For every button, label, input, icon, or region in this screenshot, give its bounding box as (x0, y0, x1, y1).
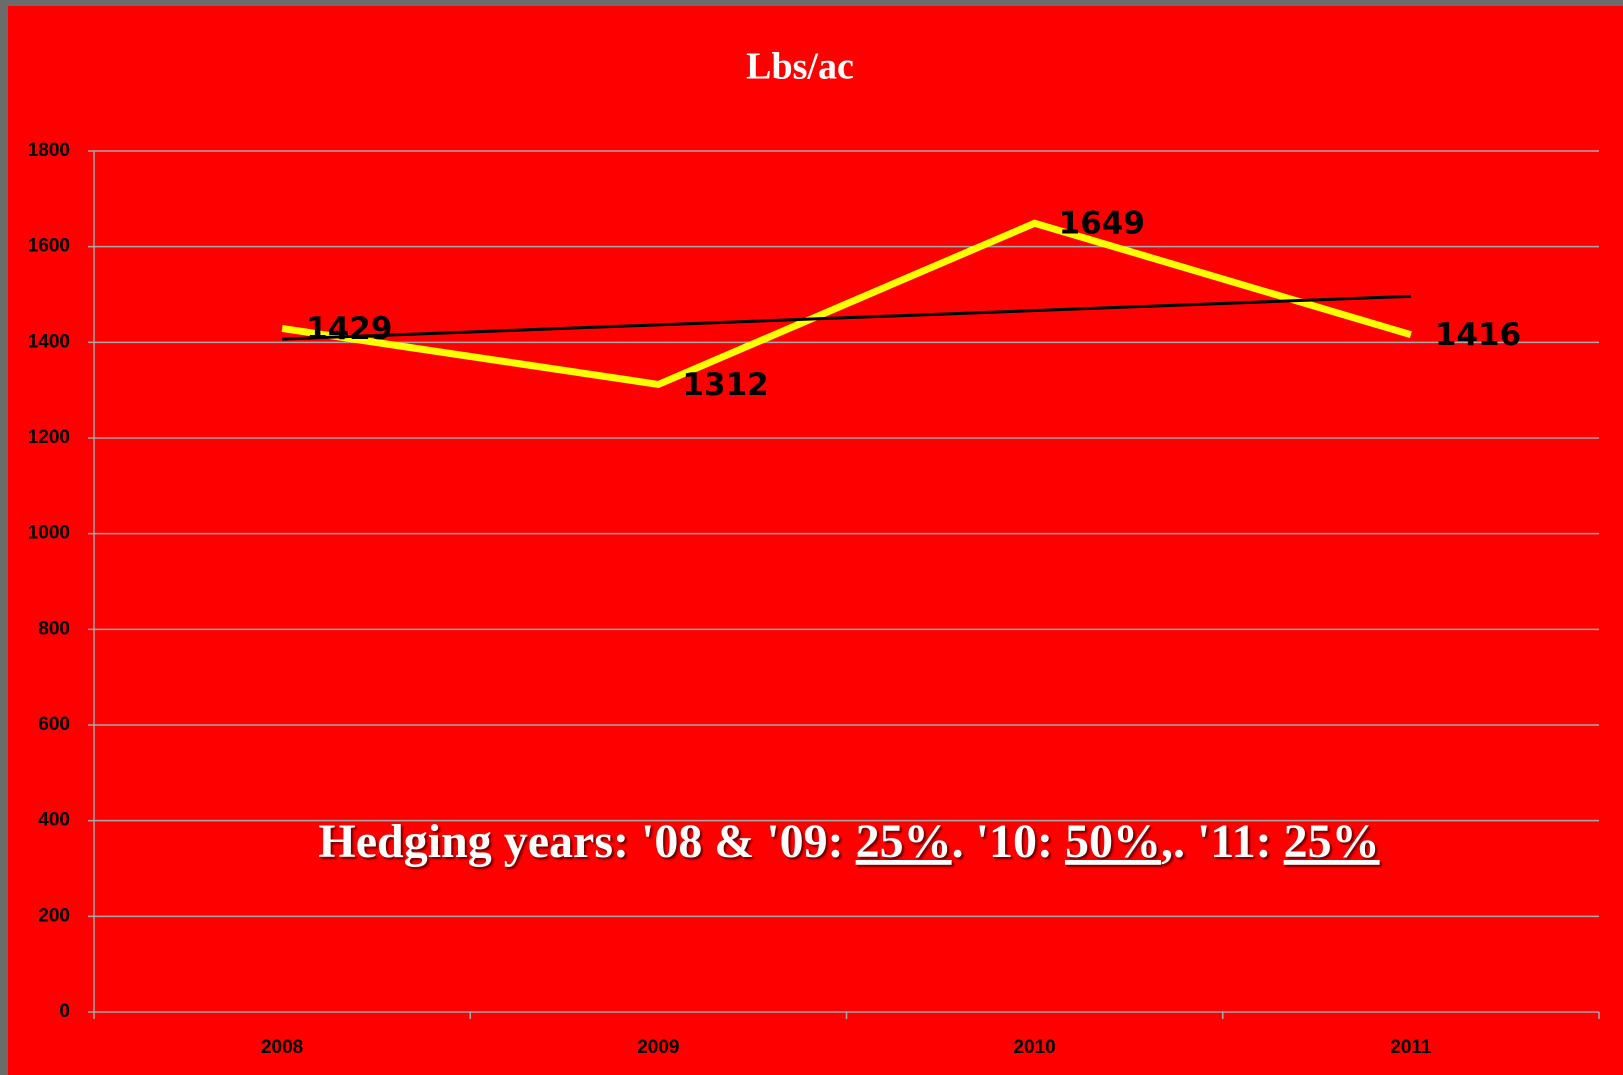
annotation-part: ,. '11: (1161, 815, 1284, 868)
y-tick-label: 400 (38, 810, 70, 831)
data-label: 1312 (682, 367, 768, 403)
y-tick-label: 1800 (28, 140, 70, 161)
chart-title: Lbs/ac (746, 46, 854, 88)
data-label: 1416 (1435, 317, 1521, 353)
data-line (281, 219, 1412, 389)
y-tick-label: 1200 (28, 427, 70, 448)
annotation-part: 25% (856, 815, 952, 868)
chart-background (8, 6, 1623, 1075)
annotation-part: 50% (1065, 815, 1161, 868)
y-tick-label: 600 (38, 714, 70, 735)
data-label: 1429 (306, 311, 392, 347)
annotation-part: . '10: (952, 815, 1065, 868)
y-tick-label: 1000 (28, 523, 70, 544)
x-tick-label: 2011 (1390, 1037, 1432, 1058)
y-tick-label: 200 (38, 905, 70, 926)
x-tick-label: 2009 (637, 1037, 679, 1058)
data-label: 1649 (1059, 206, 1145, 242)
annotation-part: 25% (1284, 815, 1380, 868)
annotation: Hedging years: '08 & '09: 25%. '10: 50%,… (318, 815, 1379, 868)
annotation-part: Hedging years: '08 & '09: (318, 815, 855, 868)
y-tick-label: 800 (38, 618, 70, 639)
x-tick-label: 2010 (1013, 1037, 1055, 1058)
y-tick-label: 1400 (28, 331, 70, 352)
y-tick-label: 0 (59, 1001, 70, 1022)
x-tick-label: 2008 (261, 1037, 303, 1058)
trend-line (282, 294, 1411, 341)
y-tick-label: 1600 (28, 236, 70, 257)
